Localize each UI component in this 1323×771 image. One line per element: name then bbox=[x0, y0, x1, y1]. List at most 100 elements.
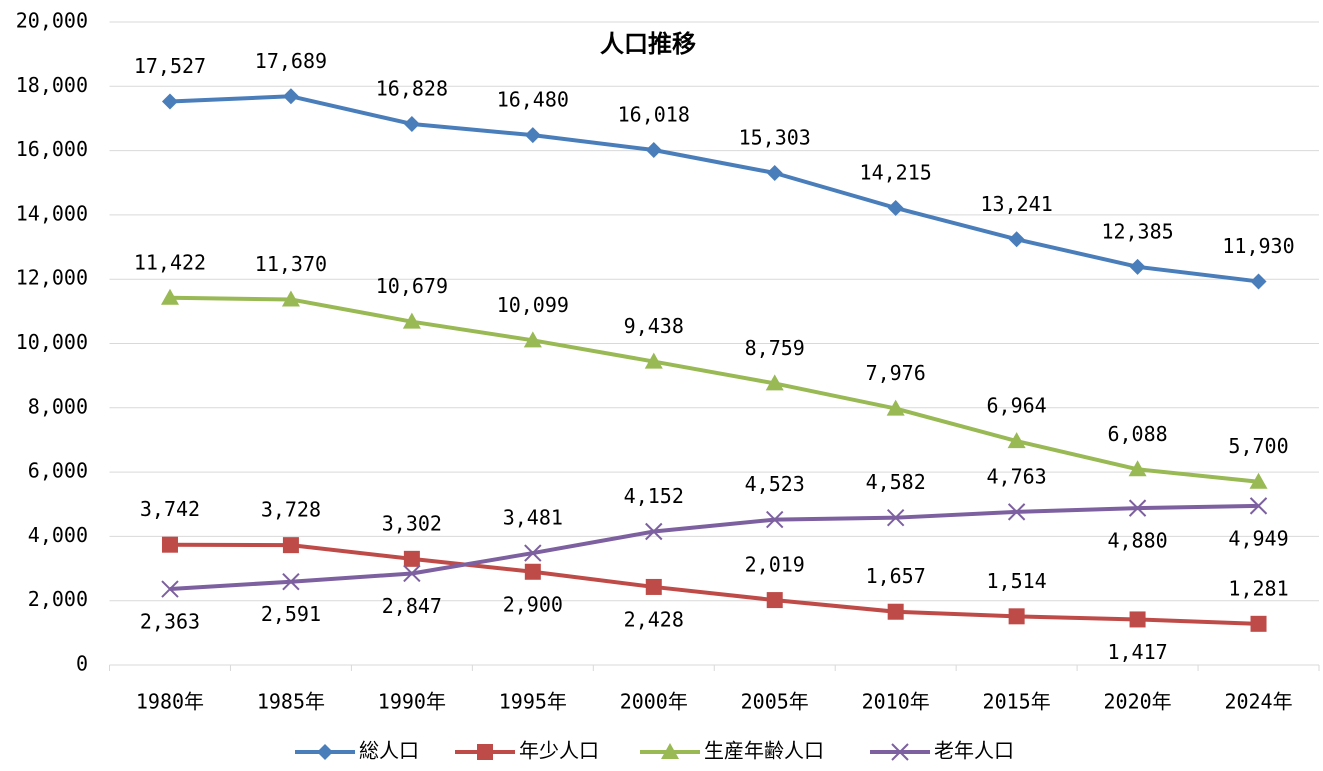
x-tick-label: 1985年 bbox=[257, 690, 325, 714]
x-tick-label: 2010年 bbox=[862, 690, 930, 714]
data-label: 16,828 bbox=[376, 76, 448, 100]
x-tick-label: 1990年 bbox=[378, 690, 446, 714]
data-label: 1,514 bbox=[987, 569, 1047, 593]
data-label: 10,679 bbox=[376, 274, 448, 298]
data-label: 2,900 bbox=[503, 592, 563, 616]
data-label: 12,385 bbox=[1101, 219, 1173, 243]
marker bbox=[161, 93, 178, 110]
marker bbox=[524, 563, 541, 580]
y-tick-label: 4,000 bbox=[28, 523, 88, 547]
marker bbox=[160, 288, 179, 305]
marker bbox=[1128, 499, 1147, 517]
marker bbox=[1129, 258, 1146, 275]
y-tick-label: 2,000 bbox=[28, 587, 88, 611]
marker bbox=[661, 743, 679, 759]
data-label: 4,523 bbox=[745, 472, 805, 496]
data-label: 2,363 bbox=[140, 610, 200, 634]
legend-label: 老年人口 bbox=[934, 739, 1014, 763]
data-label: 1,281 bbox=[1228, 576, 1288, 600]
y-tick-label: 18,000 bbox=[16, 73, 88, 97]
data-label: 3,302 bbox=[382, 511, 442, 535]
y-tick-label: 20,000 bbox=[16, 9, 88, 33]
marker bbox=[403, 564, 421, 583]
data-label: 4,880 bbox=[1107, 529, 1167, 553]
marker bbox=[282, 572, 300, 591]
x-tick-label: 2005年 bbox=[741, 690, 809, 714]
data-label: 15,303 bbox=[739, 126, 811, 150]
y-tick-label: 0 bbox=[76, 652, 88, 676]
series-line bbox=[169, 542, 1259, 626]
y-tick-label: 12,000 bbox=[16, 266, 88, 290]
marker bbox=[317, 744, 333, 760]
marker bbox=[766, 165, 783, 182]
data-label: 4,152 bbox=[624, 484, 684, 508]
marker bbox=[886, 399, 905, 416]
marker bbox=[1129, 611, 1146, 628]
marker bbox=[524, 544, 542, 562]
marker bbox=[403, 115, 420, 132]
marker bbox=[523, 331, 542, 348]
marker bbox=[282, 537, 299, 554]
data-label: 11,370 bbox=[255, 252, 327, 276]
data-label: 11,422 bbox=[134, 250, 206, 274]
marker bbox=[891, 743, 909, 761]
marker bbox=[1008, 608, 1025, 625]
data-label: 3,481 bbox=[503, 506, 563, 530]
legend-label: 生産年齢人口 bbox=[704, 739, 824, 763]
marker bbox=[645, 578, 662, 595]
marker bbox=[161, 536, 178, 553]
marker bbox=[766, 510, 784, 529]
x-tick-label: 2015年 bbox=[983, 690, 1051, 714]
data-label: 16,018 bbox=[618, 103, 690, 127]
marker bbox=[765, 374, 784, 391]
series-line bbox=[169, 295, 1259, 484]
marker bbox=[887, 603, 904, 620]
y-tick-label: 8,000 bbox=[28, 394, 88, 418]
marker bbox=[645, 142, 662, 159]
data-label: 4,949 bbox=[1228, 526, 1288, 550]
data-label: 2,428 bbox=[624, 607, 684, 631]
data-label: 5,700 bbox=[1228, 434, 1288, 458]
marker bbox=[1249, 497, 1268, 515]
data-label: 4,763 bbox=[987, 464, 1047, 488]
marker bbox=[886, 508, 905, 527]
marker bbox=[403, 550, 420, 567]
data-label: 10,099 bbox=[497, 293, 569, 317]
data-label: 3,742 bbox=[140, 497, 200, 521]
data-label: 11,930 bbox=[1222, 234, 1294, 258]
y-tick-label: 6,000 bbox=[28, 459, 88, 483]
marker bbox=[282, 88, 299, 105]
data-label: 2,019 bbox=[745, 553, 805, 577]
marker bbox=[524, 127, 541, 144]
x-tick-label: 2024年 bbox=[1224, 690, 1292, 714]
marker bbox=[477, 744, 493, 760]
data-label: 14,215 bbox=[860, 160, 932, 184]
marker bbox=[644, 352, 663, 369]
x-tick-label: 2000年 bbox=[620, 690, 688, 714]
data-label: 9,438 bbox=[624, 314, 684, 338]
marker bbox=[281, 290, 300, 307]
x-tick-label: 1995年 bbox=[499, 690, 567, 714]
legend-label: 総人口 bbox=[359, 739, 419, 763]
data-label: 7,976 bbox=[866, 361, 926, 385]
chart-title: 人口推移 bbox=[600, 30, 696, 58]
marker bbox=[1128, 460, 1147, 477]
marker bbox=[766, 592, 783, 609]
marker bbox=[1008, 231, 1025, 248]
y-tick-label: 14,000 bbox=[16, 201, 88, 225]
data-label: 16,480 bbox=[497, 88, 569, 112]
y-tick-label: 10,000 bbox=[16, 330, 88, 354]
data-label: 3,728 bbox=[261, 498, 321, 522]
data-label: 1,657 bbox=[866, 564, 926, 588]
data-label: 6,964 bbox=[987, 394, 1047, 418]
marker bbox=[1007, 432, 1026, 449]
series-line bbox=[169, 503, 1259, 592]
data-label: 4,582 bbox=[866, 470, 926, 494]
marker bbox=[1250, 615, 1267, 632]
marker bbox=[402, 312, 421, 329]
data-label: 13,241 bbox=[981, 192, 1053, 216]
data-label: 6,088 bbox=[1107, 422, 1167, 446]
series-line bbox=[169, 94, 1259, 284]
marker bbox=[161, 580, 179, 598]
